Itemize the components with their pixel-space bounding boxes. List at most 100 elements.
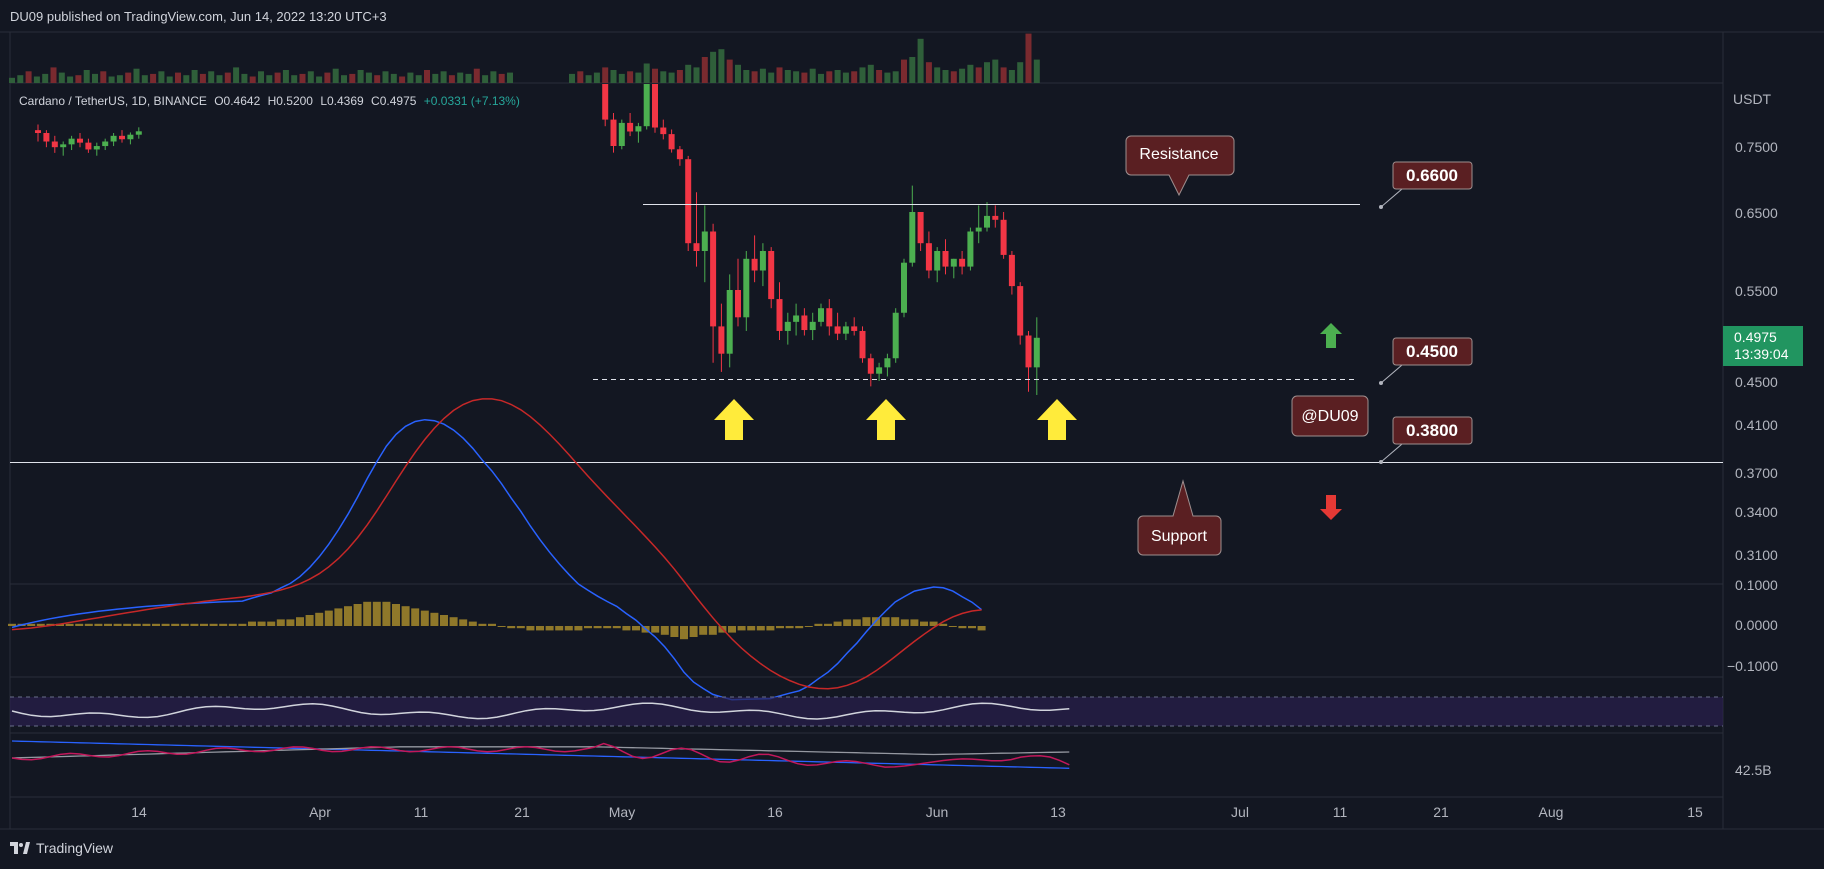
macd-hist-bar (401, 606, 410, 626)
volume-bar (992, 59, 999, 83)
volume-bar (249, 76, 256, 83)
low-value: L0.4369 (320, 94, 364, 108)
callout-0380[interactable]: 0.3800 (1379, 416, 1473, 464)
tradingview-logo[interactable]: TradingView (10, 840, 113, 856)
volume-bar (975, 67, 982, 83)
price-tick: 0.5500 (1735, 283, 1778, 299)
volume-bar (133, 68, 140, 83)
time-tick: 14 (131, 804, 147, 820)
author-tag[interactable]: @DU09 (1291, 395, 1369, 437)
volume-bar (191, 70, 198, 83)
candle-body (1000, 219, 1007, 255)
macd-hist-bar (766, 626, 775, 631)
volume-bar (710, 51, 717, 83)
volume-bar (834, 70, 841, 83)
candle-body (934, 251, 941, 271)
volume-bar (602, 67, 609, 83)
time-tick: May (609, 804, 635, 820)
volume-bar (473, 68, 480, 83)
candle-body (834, 326, 841, 334)
volume-bar (768, 72, 775, 83)
level-label-0380: 0.3800 (1406, 421, 1458, 440)
macd-hist-bar (459, 619, 468, 626)
volume-bar (116, 75, 123, 83)
candle-body (909, 212, 916, 263)
rsi-line (11, 702, 1070, 720)
candle-body (867, 358, 874, 374)
macd-hist-bar (929, 621, 938, 626)
macd-hist-bar (363, 601, 372, 626)
last-price-badge[interactable]: 0.4975 13:39:04 (1723, 326, 1803, 366)
candle-body (925, 243, 932, 271)
volume-bar (784, 70, 791, 83)
macd-hist-bar (420, 610, 429, 626)
macd-hist-bar (324, 610, 333, 626)
candle-body (776, 299, 783, 331)
volume-bar (1025, 33, 1032, 83)
macd-hist-bar (296, 617, 304, 626)
volume-bar (818, 73, 824, 83)
candle-body (892, 312, 899, 359)
macd-hist-bar (113, 623, 122, 626)
candle-body (643, 84, 650, 127)
volume-bar (67, 76, 74, 83)
symbol-label: Cardano / TetherUS, 1D, BINANCE (19, 94, 207, 108)
candle-body (901, 262, 907, 313)
macd-hist-bar (209, 623, 218, 626)
candle-body (984, 215, 990, 228)
time-tick: 11 (1333, 804, 1348, 820)
candle-body (1033, 337, 1040, 368)
candle-body (102, 141, 109, 147)
volume-bar (349, 73, 356, 83)
macd-hist-bar (142, 623, 151, 626)
svg-text:0.1000: 0.1000 (1735, 577, 1778, 593)
time-axis[interactable]: 14 Apr 11 21 May 16 Jun 13 Jul 11 21 Aug… (131, 804, 1703, 820)
volume-bar (942, 70, 949, 83)
last-price-countdown: 13:39:04 (1734, 346, 1789, 362)
callout-0450[interactable]: 0.4500 (1379, 337, 1473, 385)
volume-bar (175, 72, 181, 83)
macd-hist-bar (497, 626, 506, 627)
volume-bar (490, 71, 497, 83)
candle-body (726, 290, 733, 354)
macd-hist-bar (824, 623, 832, 626)
volume-bar (17, 75, 24, 83)
volume-bar (42, 73, 49, 83)
macd-hist-bar (507, 626, 516, 629)
volume-bar (884, 72, 891, 83)
volume-bar (25, 71, 32, 83)
macd-hist-bar (152, 623, 160, 626)
macd-hist-bar (430, 612, 439, 626)
volume-bar (9, 77, 15, 83)
candle-body (818, 308, 824, 322)
candle-body (610, 119, 617, 146)
volume-bar (585, 75, 592, 83)
macd-hist-bar (305, 615, 314, 626)
close-value: C0.4975 (371, 94, 417, 108)
macd-hist-bar (977, 626, 986, 631)
price-axis[interactable]: USDT 0.7500 0.6500 0.5500 0.4500 0.4100 … (1733, 91, 1778, 563)
macd-hist-bar (84, 623, 93, 626)
volume-bar (743, 70, 750, 83)
candle-body (693, 243, 700, 251)
volume-bar (735, 64, 741, 83)
volume-bar (465, 73, 472, 83)
obv-ma-gray (11, 746, 1070, 759)
volume-bar (593, 72, 600, 83)
candle-body (950, 258, 957, 267)
volume-bar (652, 68, 658, 83)
macd-hist-bar (123, 623, 132, 626)
macd-hist-bar (670, 626, 679, 637)
candle-body (1017, 286, 1024, 336)
resistance-callout[interactable]: Resistance (1125, 135, 1235, 197)
volume-bar (224, 72, 231, 83)
volume-bar (1000, 67, 1007, 83)
volume-bar (685, 64, 692, 83)
price-tick: 0.4500 (1735, 374, 1778, 390)
candle-body (784, 321, 791, 331)
volume-bar (332, 68, 339, 83)
support-callout[interactable]: Support (1137, 479, 1222, 556)
candle-body (119, 135, 125, 140)
callout-0660[interactable]: 0.6600 (1379, 161, 1473, 209)
